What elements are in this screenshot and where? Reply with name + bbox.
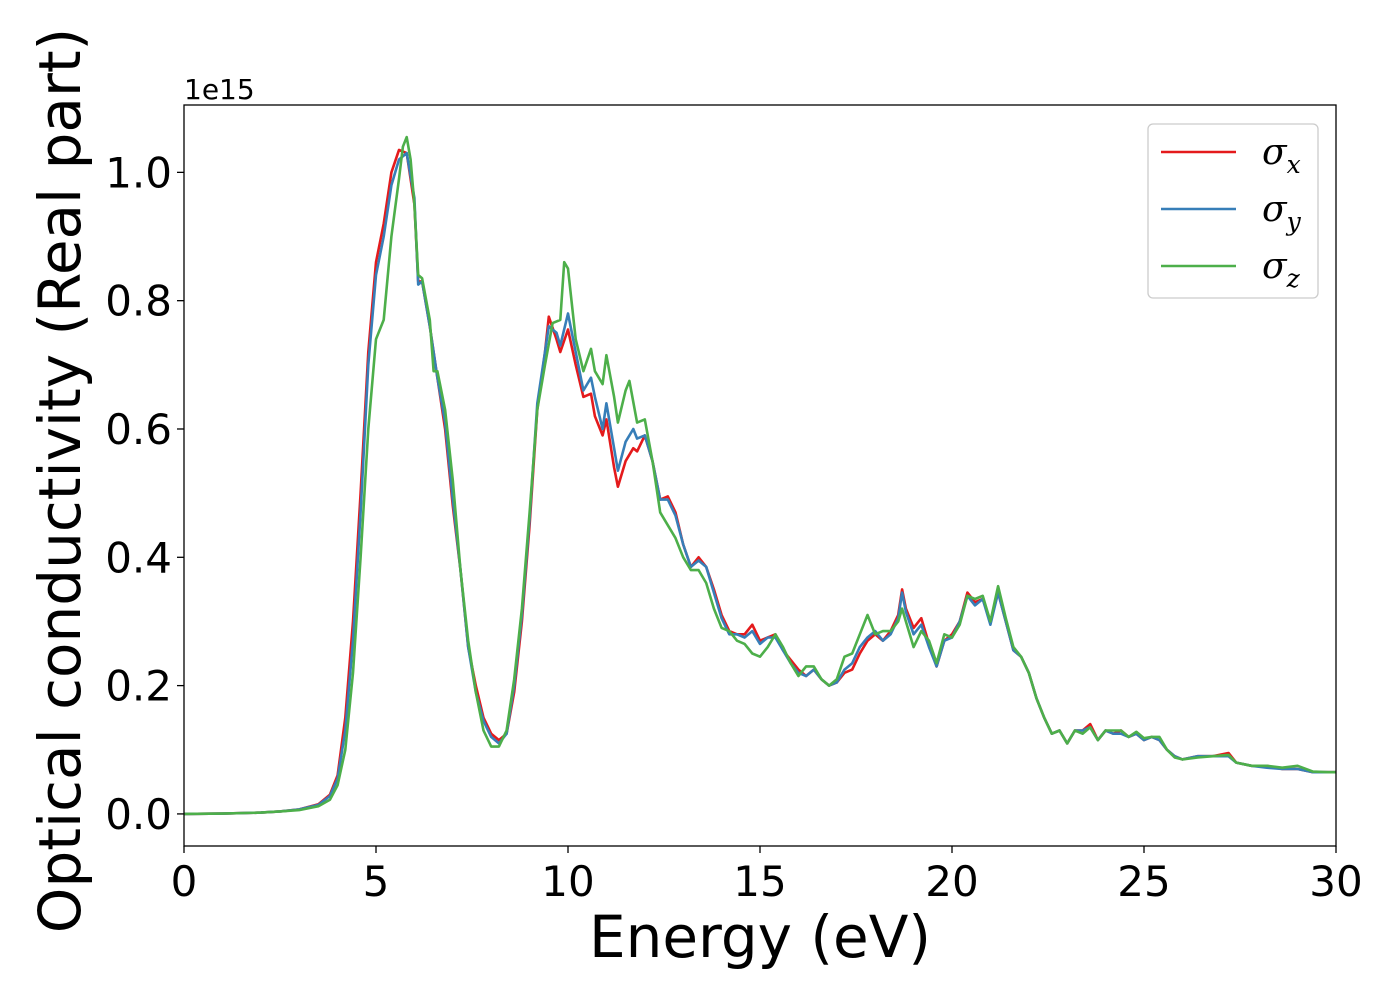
x-tick-label: 15: [733, 857, 786, 906]
x-axis-ticks: 0 5 10 15 20 25 30: [171, 846, 1363, 906]
y-axis-offset-text: 1e15: [184, 73, 255, 106]
legend-label-z: σz: [1262, 246, 1301, 293]
legend: σx σy σz: [1147, 123, 1319, 299]
y-axis-ticks: 0.0 0.2 0.4 0.6 0.8 1.0: [105, 148, 184, 839]
y-tick-label: 1.0: [105, 148, 172, 197]
y-tick-label: 0.0: [105, 790, 172, 839]
y-tick-label: 0.2: [105, 662, 172, 711]
x-tick-label: 25: [1117, 857, 1170, 906]
x-axis-title: Energy (eV): [589, 903, 931, 971]
legend-box: [1147, 123, 1319, 299]
legend-label-y: σy: [1262, 189, 1302, 236]
plot-lines: [183, 135, 1336, 816]
x-tick-label: 5: [363, 857, 390, 906]
y-tick-label: 0.8: [105, 277, 172, 326]
y-tick-label: 0.6: [105, 405, 172, 454]
x-tick-label: 30: [1309, 857, 1362, 906]
x-tick-label: 10: [541, 857, 594, 906]
legend-label-x: σx: [1262, 132, 1301, 179]
x-tick-label: 0: [171, 857, 198, 906]
series-line-z: [183, 135, 1336, 816]
x-tick-label: 20: [925, 857, 978, 906]
y-axis-title: Optical conductivity (Real part): [26, 28, 94, 933]
y-tick-label: 0.4: [105, 533, 172, 582]
